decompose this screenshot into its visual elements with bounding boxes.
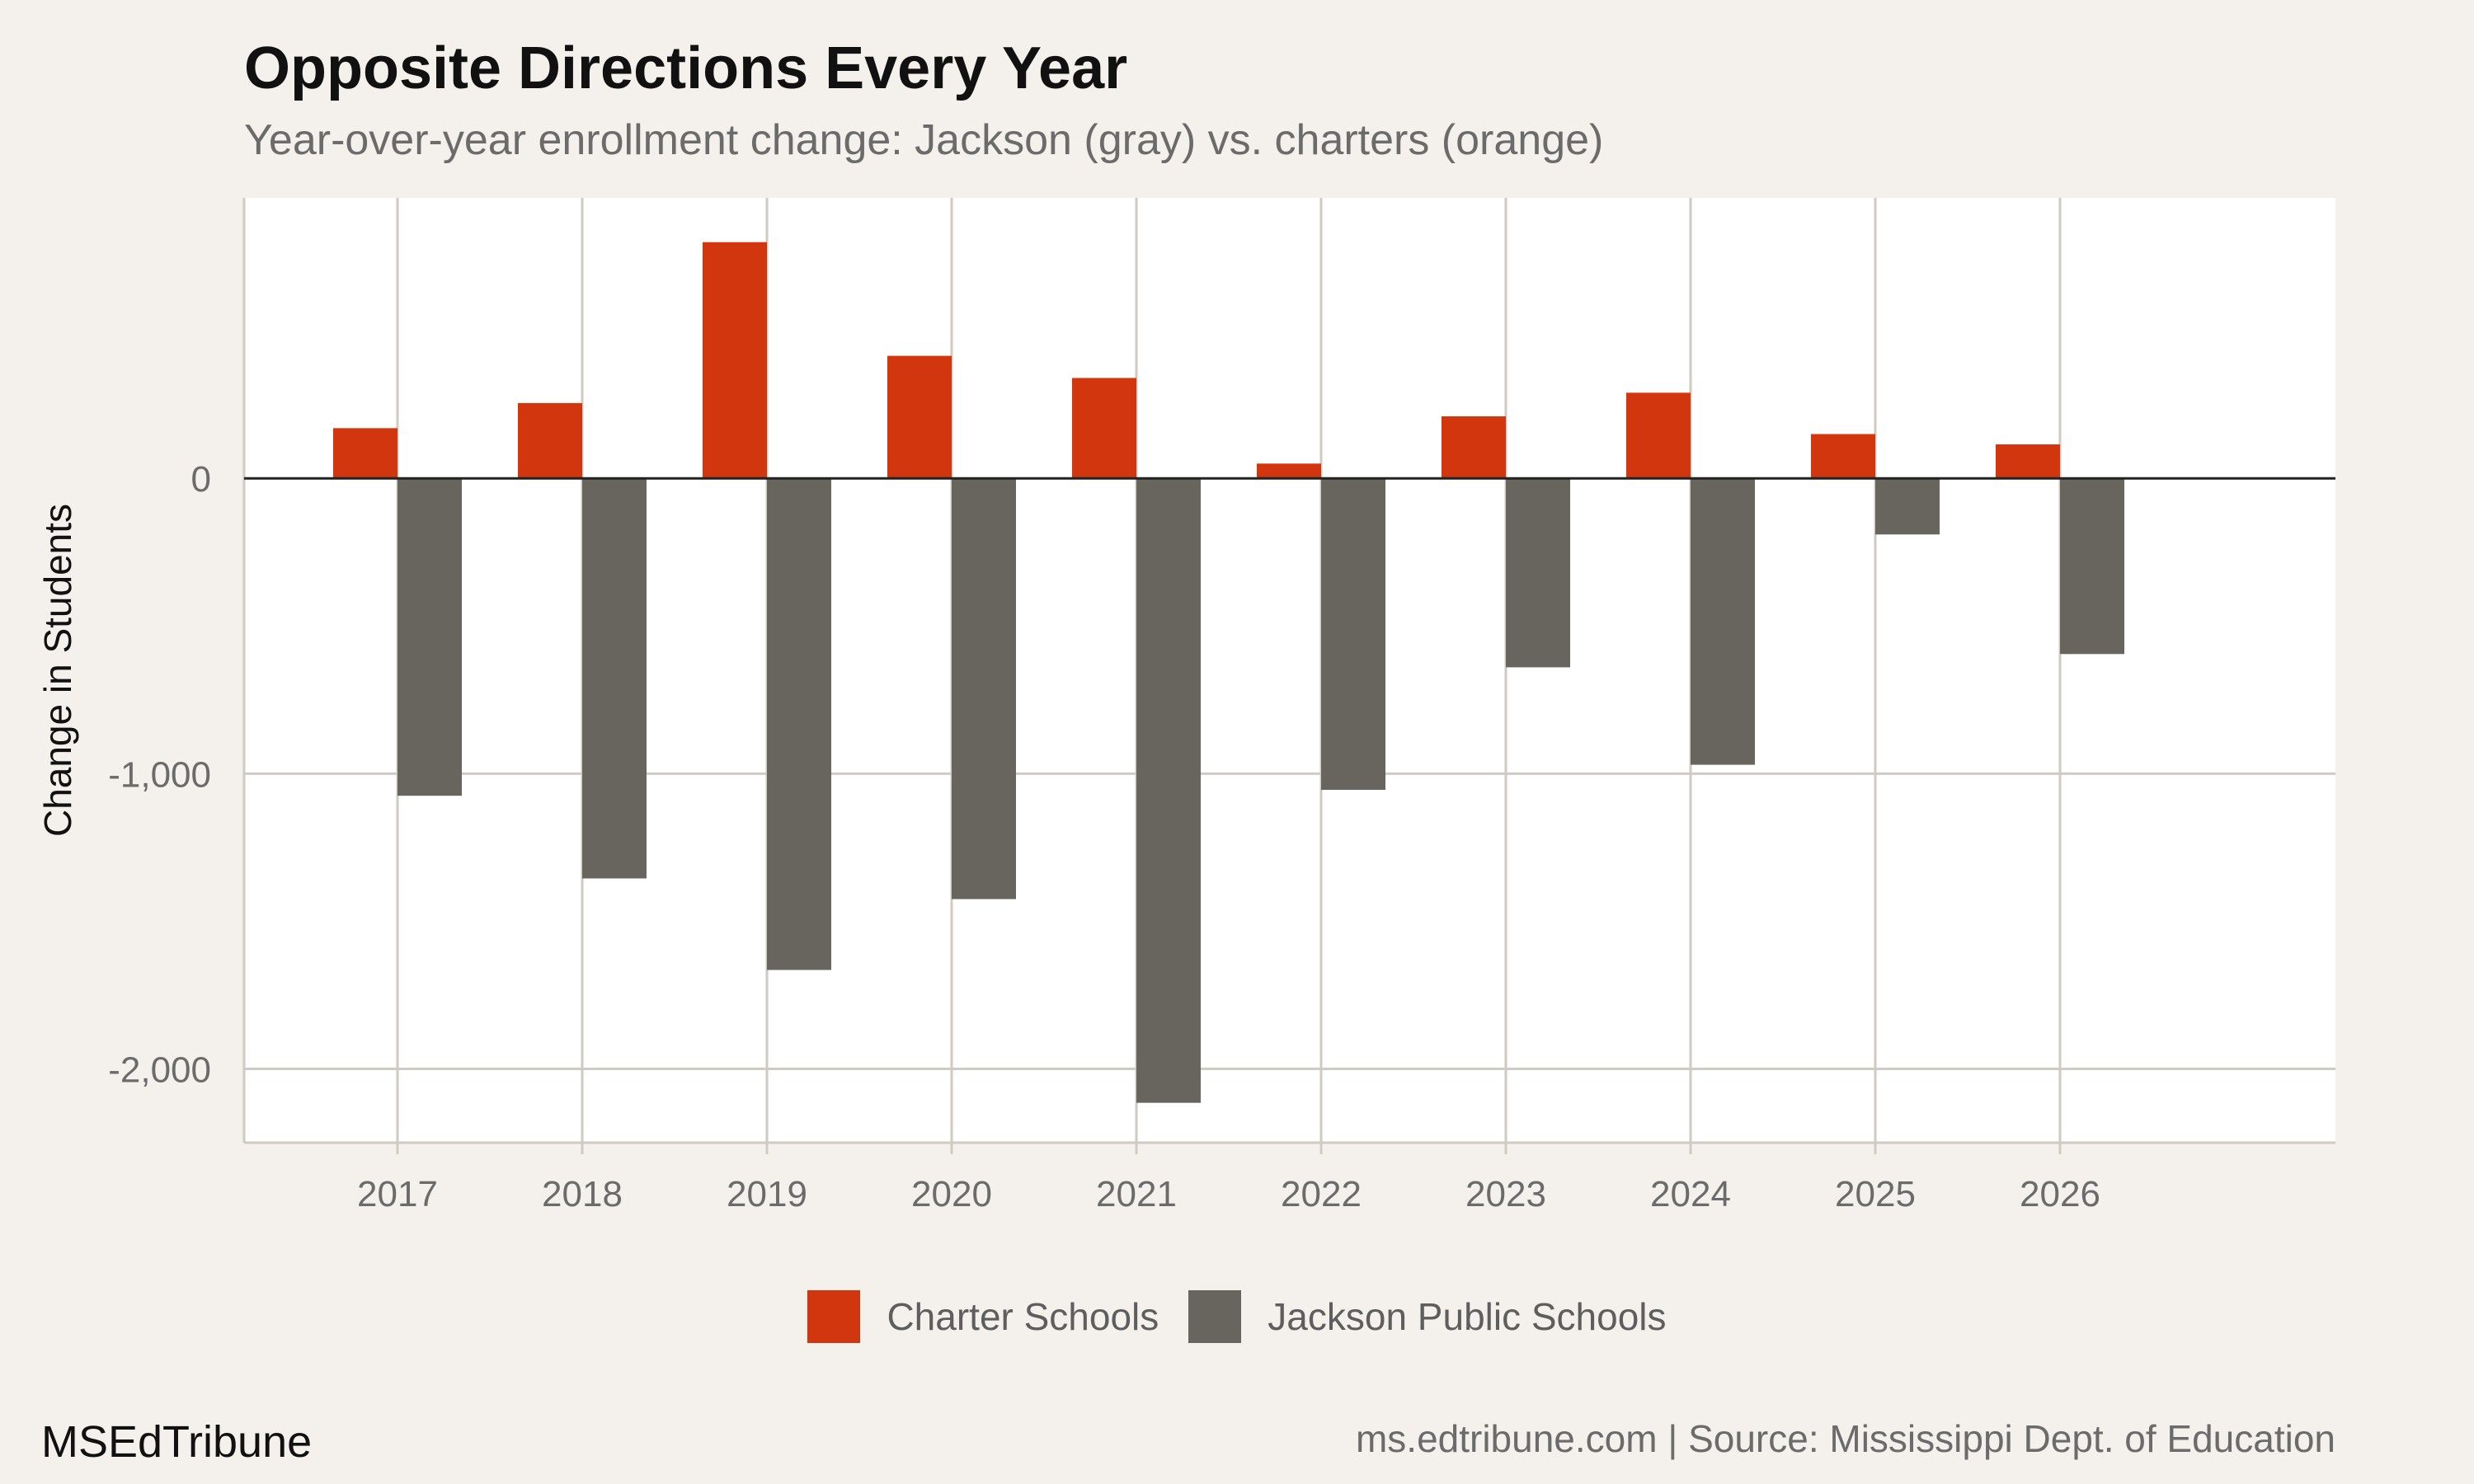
bar-jackson — [2060, 478, 2124, 655]
bar-charter — [1811, 434, 1875, 479]
x-tick-label: 2024 — [1650, 1174, 1731, 1214]
legend: Charter Schools Jackson Public Schools — [0, 1290, 2474, 1343]
bar-charter — [1257, 463, 1321, 479]
legend-label-charter: Charter Schools — [887, 1295, 1159, 1338]
legend-label-jackson: Jackson Public Schools — [1268, 1295, 1667, 1338]
bar-jackson — [952, 478, 1016, 899]
legend-swatch-jackson — [1188, 1290, 1242, 1343]
y-tick-label: -2,000 — [108, 1050, 211, 1090]
bar-jackson — [767, 478, 831, 970]
y-axis-title: Change in Students — [36, 504, 79, 837]
x-tick-label: 2022 — [1281, 1174, 1362, 1214]
bar-charter — [1626, 392, 1691, 479]
x-tick-label: 2018 — [542, 1174, 623, 1214]
y-tick-label: 0 — [191, 459, 211, 500]
x-tick-label: 2020 — [911, 1174, 992, 1214]
bar-charter — [887, 355, 952, 479]
x-tick-label: 2021 — [1096, 1174, 1177, 1214]
bar-jackson — [1875, 478, 1940, 535]
bar-jackson — [582, 478, 647, 879]
legend-item-jackson: Jackson Public Schools — [1188, 1290, 1667, 1343]
bar-charter — [333, 428, 397, 479]
x-tick-label: 2019 — [727, 1174, 807, 1214]
bar-charter — [1072, 378, 1136, 479]
x-tick-label: 2026 — [2020, 1174, 2100, 1214]
bar-charter — [518, 402, 582, 479]
plot-panel — [244, 198, 2335, 1143]
bar-charter — [1996, 444, 2060, 479]
y-tick-label: -1,000 — [108, 754, 211, 795]
chart-subtitle: Year-over-year enrollment change: Jackso… — [244, 116, 1604, 164]
chart-title: Opposite Directions Every Year — [244, 35, 1128, 101]
bar-jackson — [397, 478, 462, 796]
bar-charter — [703, 242, 767, 479]
bar-jackson — [1321, 478, 1385, 791]
bar-charter — [1442, 416, 1506, 479]
legend-item-charter: Charter Schools — [807, 1290, 1159, 1343]
bar-jackson — [1506, 478, 1570, 668]
x-tick-label: 2025 — [1835, 1174, 1916, 1214]
x-tick-label: 2023 — [1465, 1174, 1546, 1214]
source-note: ms.edtribune.com | Source: Mississippi D… — [1355, 1417, 2335, 1460]
bar-jackson — [1691, 478, 1755, 765]
x-tick-label: 2017 — [357, 1174, 438, 1214]
brand-label: MSEdTribune — [41, 1417, 313, 1467]
legend-swatch-charter — [807, 1290, 861, 1343]
bar-jackson — [1136, 478, 1201, 1103]
